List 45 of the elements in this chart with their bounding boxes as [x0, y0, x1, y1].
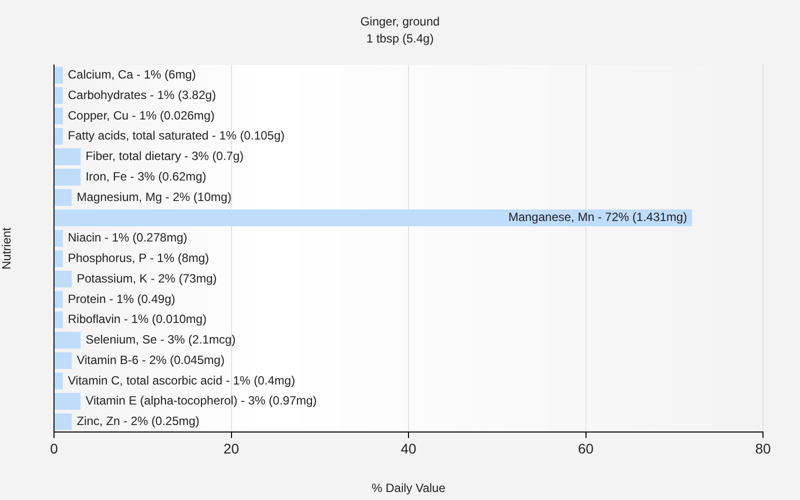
bar — [54, 270, 72, 288]
bar — [54, 189, 72, 206]
annotation: Niacin - 1% (0.278mg) — [68, 230, 188, 245]
annotation: Vitamin E (alpha-tocopherol) - 3% (0.97mg) — [86, 394, 317, 408]
x-tick-label: 20 — [223, 440, 240, 456]
x-axis-title: % Daily Value — [372, 481, 446, 496]
bar — [54, 128, 63, 145]
bar — [54, 66, 63, 84]
bar — [54, 108, 63, 124]
bar — [54, 312, 63, 328]
bar — [54, 210, 692, 226]
chart-title: Ginger, ground — [360, 14, 440, 28]
bar — [54, 230, 63, 247]
bar — [54, 413, 72, 430]
x-tick-label: 60 — [578, 440, 594, 456]
x-tick-label: 0 — [50, 440, 58, 456]
annotation: Fatty acids, total saturated - 1% (0.105g) — [68, 128, 285, 143]
bar — [54, 168, 81, 186]
bar — [54, 291, 63, 308]
annotation: Copper, Cu - 1% (0.026mg) — [68, 108, 215, 122]
bar — [54, 250, 63, 268]
annotation: Iron, Fe - 3% (0.62mg) — [86, 169, 206, 184]
annotation: Manganese, Mn - 72% (1.431mg) — [508, 210, 688, 224]
chart-subtitle: 1 tbsp (5.4g) — [366, 31, 434, 46]
annotation: Magnesium, Mg - 2% (10mg) — [76, 190, 232, 204]
y-axis-title: Nutrient — [0, 226, 14, 270]
x-tick-label: 80 — [755, 440, 771, 456]
annotation: Potassium, K - 2% (73mg) — [76, 271, 217, 286]
bar — [54, 393, 81, 410]
annotation: Zinc, Zn - 2% (0.25mg) — [76, 414, 200, 428]
annotation: Vitamin B-6 - 2% (0.045mg) — [76, 352, 225, 367]
bar — [54, 332, 81, 349]
annotation: Carbohydrates - 1% (3.82g) — [68, 88, 216, 102]
annotation: Protein - 1% (0.49g) — [68, 292, 176, 306]
annotation: Selenium, Se - 3% (2.1mcg) — [86, 332, 236, 347]
bar — [54, 352, 72, 369]
x-tick-label: 40 — [400, 440, 416, 456]
annotation: Fiber, total dietary - 3% (0.7g) — [86, 149, 244, 164]
bar — [54, 148, 81, 166]
annotation: Calcium, Ca - 1% (6mg) — [68, 68, 196, 82]
annotation: Phosphorus, P - 1% (8mg) — [68, 251, 210, 266]
bar — [54, 372, 63, 390]
annotation: Riboflavin - 1% (0.010mg) — [68, 312, 207, 326]
annotation: Vitamin C, total ascorbic acid - 1% (0.4mg) — [68, 373, 296, 388]
bar — [54, 87, 63, 104]
